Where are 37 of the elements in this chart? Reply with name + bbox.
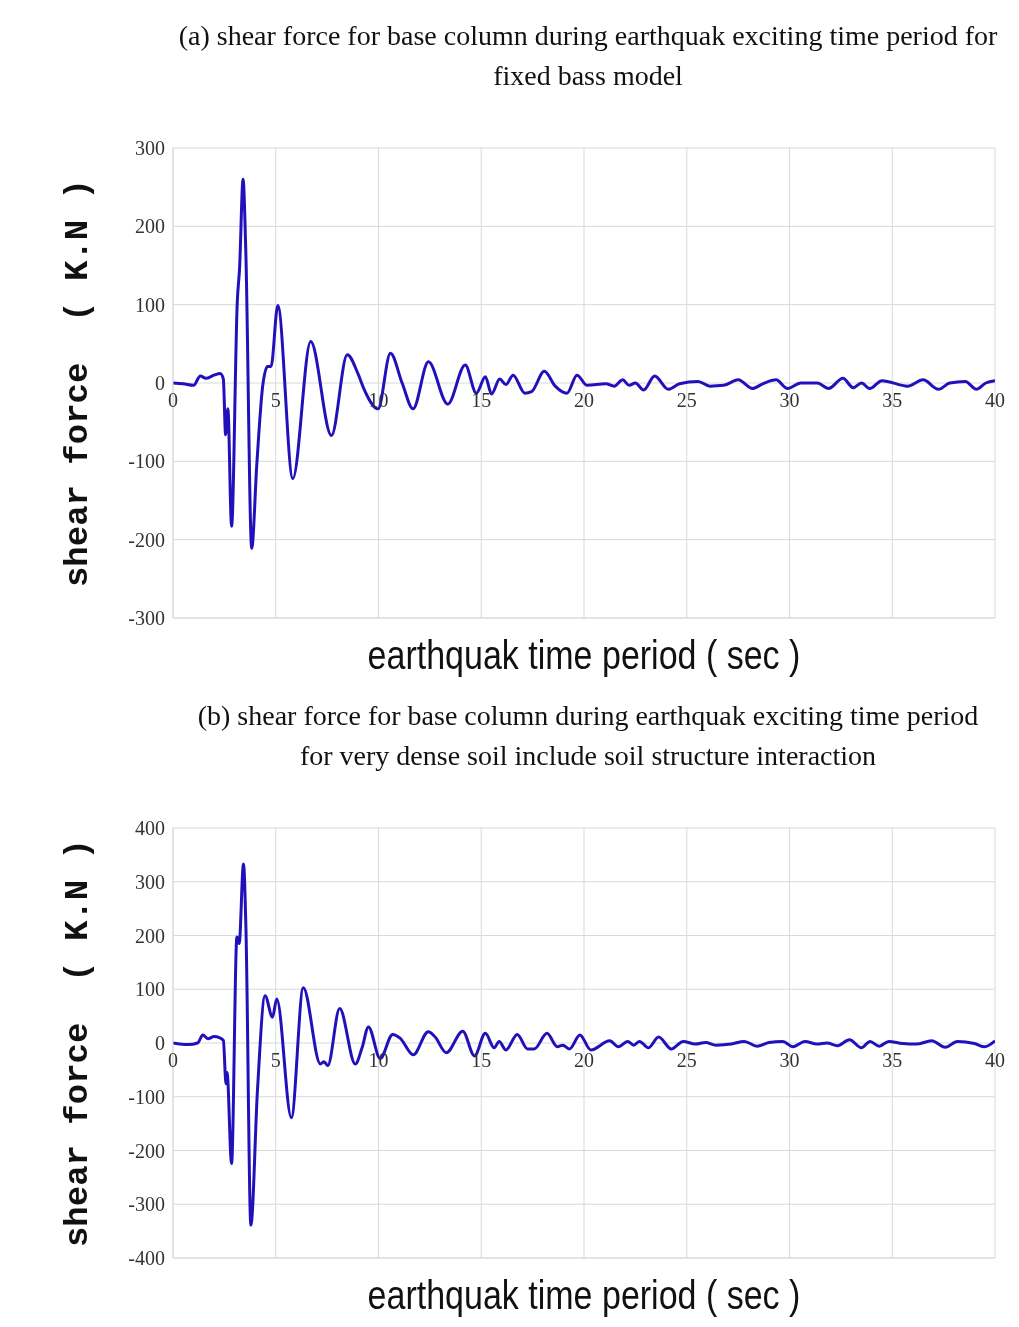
y-tick-label: 300 (135, 870, 165, 893)
x-axis-title: earthquak time period ( sec ) (366, 1273, 802, 1318)
y-tick-label: 100 (135, 978, 165, 1001)
x-tick-label: 5 (270, 1049, 281, 1071)
x-tick-label: 15 (471, 1049, 492, 1071)
y-axis-title: shear force ( K.N ) (58, 837, 98, 1250)
x-tick-label: 5 (270, 389, 281, 411)
y-axis-title: shear force ( K.N ) (58, 177, 98, 590)
y-tick-label: -200 (128, 528, 165, 551)
y-tick-label: 400 (135, 817, 165, 840)
y-tick-label: -100 (128, 450, 165, 473)
y-tick-label: -300 (128, 607, 165, 630)
x-axis-title: earthquak time period ( sec ) (366, 633, 802, 678)
chart-title: (a) shear force for base column during earthquak exciting time period for fixed bass model (178, 19, 998, 93)
y-tick-label: 0 (155, 1032, 165, 1055)
x-tick-label: 15 (471, 389, 492, 411)
x-tick-label: 30 (779, 389, 800, 411)
x-tick-label: 20 (574, 1049, 594, 1071)
x-tick-label: 10 (368, 1049, 389, 1071)
y-tick-label: 100 (135, 293, 165, 316)
x-tick-label: 20 (574, 389, 594, 411)
y-tick-label: -100 (128, 1085, 165, 1108)
x-tick-label: 30 (779, 1049, 800, 1071)
x-tick-label: 40 (985, 389, 1005, 411)
y-tick-label: 300 (135, 137, 165, 160)
y-tick-label: 200 (135, 924, 165, 947)
x-tick-label: 40 (985, 1049, 1005, 1071)
y-tick-label: -400 (128, 1247, 165, 1270)
y-tick-label: -300 (128, 1193, 165, 1216)
x-tick-label: 35 (882, 1049, 903, 1071)
x-tick-label: 35 (882, 389, 903, 411)
y-tick-label: 200 (135, 215, 165, 238)
x-tick-label: 25 (676, 389, 697, 411)
x-tick-label: 25 (676, 1049, 697, 1071)
chart-title: (b) shear force for base column during earthquak exciting time period for very dense soil include soil structure interaction (196, 699, 980, 773)
y-tick-label: -200 (128, 1139, 165, 1162)
y-tick-label: 0 (155, 372, 165, 395)
